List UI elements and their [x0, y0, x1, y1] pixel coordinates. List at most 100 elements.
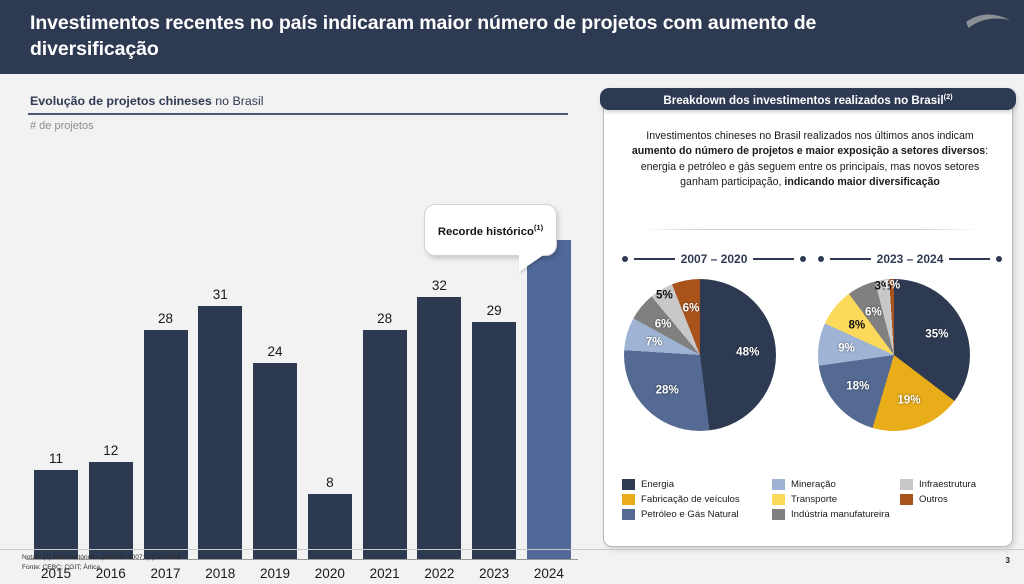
bar-rect — [362, 330, 407, 560]
pie-slice-label: 1% — [883, 278, 901, 292]
legend-label: Outros — [919, 494, 948, 505]
bar-column: 28 — [140, 311, 192, 560]
legend-item: Indústria manufatureira — [772, 509, 900, 520]
bar-value-label: 24 — [267, 344, 283, 359]
legend-swatch — [622, 479, 635, 490]
pie-slice-label: 8% — [848, 318, 866, 332]
legend-swatch — [772, 494, 785, 505]
legend-label: Mineração — [791, 479, 836, 490]
breakdown-panel: Investimentos chineses no Brasil realiza… — [603, 100, 1013, 547]
bar-value-label: 28 — [158, 311, 174, 326]
bar-chart-panel: Evolução de projetos chineses no Brasil … — [0, 74, 594, 581]
bar-rect — [472, 322, 517, 560]
legend-label: Energia — [641, 479, 675, 490]
footer-source-line: Fonte: CEBC; CGIT; Ártica. — [22, 564, 102, 572]
breakdown-intro-text: Investimentos chineses no Brasil realiza… — [631, 130, 989, 188]
axis-unit-label: # de projetos — [30, 120, 94, 132]
bar-column: 11 — [30, 451, 82, 560]
bar-value-label: 32 — [431, 278, 447, 293]
legend-item: Infraestrutura — [900, 479, 1002, 490]
bar-value-label: 11 — [48, 451, 63, 466]
x-axis-tick-label: 2021 — [369, 565, 400, 581]
left-chart-title-bold: Evolução de projetos chineses — [30, 94, 212, 108]
bar-rect — [34, 470, 78, 560]
bar-rect — [143, 330, 188, 560]
bar-value-label: 31 — [212, 287, 228, 302]
period-label-right: 2023 – 2024 — [876, 252, 944, 266]
bar-rect — [253, 363, 298, 560]
pie-slice-label: 35% — [925, 327, 949, 341]
legend-label: Indústria manufatureira — [791, 509, 890, 520]
pie-slice-label: 6% — [682, 301, 700, 315]
bar-value-label: 28 — [377, 311, 393, 326]
dot-icon — [622, 256, 628, 262]
left-chart-title-regular: no Brasil — [211, 94, 264, 108]
artica-a-logo — [938, 2, 1018, 72]
legend-item: Mineração — [772, 479, 900, 490]
bar-column: 8 — [304, 475, 356, 560]
page-number: 3 — [1005, 556, 1010, 565]
page-title: Investimentos recentes no país indicaram… — [30, 12, 817, 60]
pie-slice-label: 19% — [897, 393, 921, 407]
pie-chart-2007-2020: 48% 28% 7% 6% 5% 6% — [624, 279, 776, 431]
legend-item: Energia — [622, 479, 772, 490]
rule-line — [753, 258, 795, 260]
legend-swatch — [622, 509, 635, 520]
legend-swatch — [772, 479, 785, 490]
pie-slice-label: 48% — [736, 345, 760, 359]
bar-column: 31 — [194, 287, 246, 560]
x-axis-tick-label: 2024 — [533, 565, 564, 581]
rule-line — [634, 258, 675, 260]
x-axis-baseline — [26, 558, 578, 560]
bar-rect — [526, 240, 571, 560]
bar-value-label: 12 — [103, 443, 119, 458]
period-header-2023-2024: 2023 – 2024 — [818, 249, 1003, 269]
bar-plot-area: 1112283124828322939 20152016201720182019… — [26, 184, 578, 584]
bar-rect — [88, 462, 133, 560]
bar-column: 32 — [413, 278, 465, 560]
legend-label: Infraestrutura — [919, 479, 977, 490]
pie-slice-label: 3% — [874, 279, 892, 293]
pie-slice-label: 9% — [838, 341, 855, 355]
bar-rect — [198, 306, 243, 560]
legend-item: Fabricação de veículos — [622, 494, 772, 505]
pie-slice-label: 7% — [645, 335, 663, 349]
pie-slice-label: 6% — [654, 317, 672, 331]
record-callout: Recorde histórico(1) — [424, 204, 557, 256]
legend-item: Outros — [900, 494, 1002, 505]
header-banner: Investimentos recentes no país indicaram… — [0, 0, 1024, 74]
rule-line — [830, 258, 871, 260]
dot-icon — [996, 256, 1003, 262]
intro-divider — [640, 229, 980, 230]
footer-notes: Notas: (1) Série histórica a partir de 2… — [22, 553, 181, 573]
pie-slice-label: 18% — [846, 379, 870, 393]
legend-label: Transporte — [791, 494, 838, 505]
footer-notes-line: Notas: (1) Série histórica a partir de 2… — [22, 554, 181, 561]
left-chart-title: Evolução de projetos chineses no Brasil — [30, 94, 263, 108]
bar-column: 12 — [85, 443, 137, 560]
bar-column: 28 — [359, 311, 411, 560]
dot-icon — [818, 256, 824, 262]
x-axis-tick-label: 2023 — [479, 565, 510, 581]
breakdown-header-banner: Breakdown dos investimentos realizados n… — [600, 88, 1016, 110]
record-callout-tail — [519, 254, 545, 272]
legend-item: Petróleo e Gás Natural — [622, 509, 772, 520]
record-callout-label: Recorde histórico(1) — [437, 222, 544, 238]
bar-value-label: 8 — [326, 475, 334, 490]
bar-series: 1112283124828322939 — [30, 208, 575, 560]
bar-rect — [307, 494, 352, 560]
pie-legend: Energia Mineração Infraestrutura Fabricação… — [622, 479, 1002, 520]
legend-item: Transporte — [772, 494, 900, 505]
legend-swatch — [900, 479, 913, 490]
breakdown-header-title: Breakdown dos investimentos realizados n… — [663, 91, 953, 107]
title-divider — [28, 113, 568, 115]
legend-label: Petróleo e Gás Natural — [641, 509, 739, 520]
pie-slice-label: 5% — [656, 288, 673, 302]
period-header-2007-2020: 2007 – 2020 — [622, 249, 807, 269]
bar-column: 29 — [468, 303, 520, 560]
legend-swatch — [900, 494, 913, 505]
x-axis-tick-label: 2020 — [314, 565, 345, 581]
rule-line — [949, 258, 991, 260]
period-label-left: 2007 – 2020 — [680, 252, 748, 266]
pie-slice-label: 6% — [865, 305, 882, 319]
